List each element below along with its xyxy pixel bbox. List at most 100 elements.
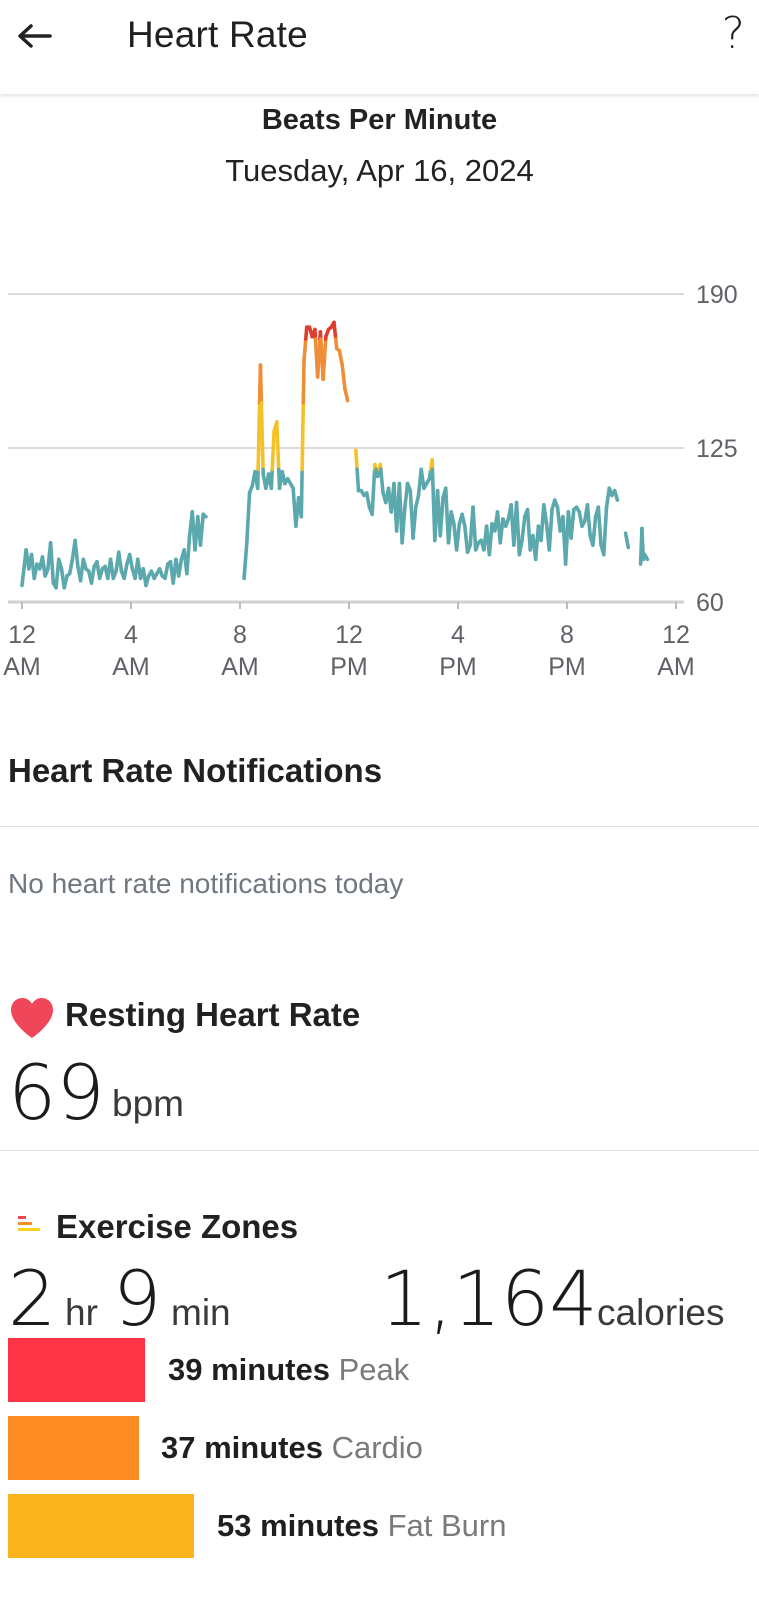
x-tick-label: 8 [560,621,574,649]
heart-rate-line-segment [370,467,377,517]
heart-rate-line-segment [449,510,456,526]
heart-rate-line-segment [514,500,522,557]
heart-rate-line-segment [364,491,372,510]
heart-rate-line-segment [454,522,462,552]
heart-rate-line-segment [411,505,418,540]
heart-rate-line-segment [89,564,97,585]
zone-minutes-peak: 39 minutes [168,1352,330,1387]
heart-rate-line-segment [419,467,426,491]
zone-name-cardio: Cardio [331,1430,423,1465]
zone-row-peak: 39 minutes Peak [0,1338,759,1402]
x-tick-label: 4 [124,621,138,649]
zones-calories-value: 1,164 [380,1254,598,1343]
zones-hours-unit: hr [65,1292,98,1333]
zone-minutes-fat-burn: 53 minutes [217,1508,379,1543]
heart-rate-line-segment [256,401,262,472]
heart-rate-line-segment [644,555,650,562]
heart-rate-line-segment [337,349,344,367]
heart-rate-line-segment [301,358,306,405]
heart-rate-line-segment [245,491,252,545]
heart-rate-line-segment [259,401,265,472]
x-tick-label: 12 [662,621,690,649]
heart-rate-line-segment [542,503,549,526]
heart-rate-line-segment [343,386,350,403]
heart-rate-line-segment [274,420,281,472]
heart-rate-line-segment [378,467,385,495]
zone-bar-cardio [8,1416,139,1480]
y-tick-label: 190 [696,281,738,309]
zones-hours-value: 2 [8,1254,57,1343]
zone-label-peak: 39 minutes Peak [168,1352,409,1388]
heart-rate-line-segment [201,512,208,519]
y-tick-label: 60 [696,589,724,617]
heart-rate-line-segment [270,429,276,472]
heart-rate-line-segment [520,514,527,543]
heart-rate-line-segment [591,514,598,547]
heart-rate-line-segment [498,517,505,545]
resting-heart-rate-title: Resting Heart Rate [65,996,361,1033]
zones-minutes-unit: min [171,1292,231,1333]
divider [0,1150,759,1151]
x-tick-label: 12 [335,621,363,649]
notifications-title: Heart Rate Notifications [8,752,383,789]
page-title: Heart Rate [127,14,308,55]
heart-rate-line-segment [340,363,347,391]
heart-rate-line-segment [67,557,75,576]
divider [0,826,759,827]
chart-date: Tuesday, Apr 16, 2024 [225,153,534,188]
x-tick-label: AM [112,653,150,681]
heart-rate-line-segment [242,540,249,581]
heart-rate-line-segment [355,467,361,493]
heart-rate-line-segment [299,467,304,519]
zone-name-peak: Peak [338,1352,410,1387]
heart-rate-line-segment [585,503,592,538]
heart-rate-line-segment [403,481,410,510]
x-tick-label: PM [330,653,368,681]
help-button[interactable]: ? [721,8,745,59]
heart-rate-line-segment [596,505,603,547]
x-tick-label: 12 [8,621,36,649]
heart-rate-line-segment [300,401,306,472]
back-button[interactable] [10,14,58,62]
heart-rate-line-segment [601,505,609,557]
zone-bar-fat-burn [8,1494,194,1558]
zone-label-cardio: 37 minutes Cardio [161,1430,423,1466]
resting-heart-rate-value: 69 [8,1048,105,1137]
heart-rate-line-segment [122,562,129,581]
heart-rate-line-segment [185,533,192,576]
heart-rate-line-segment [413,493,421,510]
arrow-left-icon [18,24,52,48]
zone-row-cardio: 37 minutes Cardio [0,1416,759,1480]
heart-rate-line-segment [623,531,631,550]
notifications-empty-text: No heart rate notifications today [8,868,404,899]
heart-rate-line-segment [487,522,494,557]
x-tick-label: 4 [451,621,465,649]
resting-heart-rate-unit: bpm [112,1083,184,1124]
zone-minutes-cardio: 37 minutes [161,1430,323,1465]
heart-icon [11,998,53,1038]
x-tick-label: AM [657,653,695,681]
zone-bar-peak [8,1338,145,1402]
heart-rate-line-segment [332,320,338,341]
heart-rate-line-segment [303,325,309,341]
app-bar: Heart Rate ? [0,0,759,94]
heart-rate-line-segment [612,488,620,502]
heart-rate-line-segment [463,524,470,555]
x-tick-label: PM [439,653,477,681]
x-tick-label: AM [3,653,41,681]
heart-rate-line-segment [163,562,170,581]
zone-label-fat-burn: 53 minutes Fat Burn [217,1508,506,1544]
heart-rate-line-segment [517,538,524,557]
heart-rate-line-segment [127,552,135,571]
heart-rate-line-segment [471,505,478,552]
heart-rate-line-segment [269,467,275,491]
exercise-zones-title: Exercise Zones [56,1208,299,1245]
heart-rate-line-segment [354,448,359,472]
y-tick-label: 125 [696,435,738,463]
x-tick-label: 8 [233,621,247,649]
zones-bars-icon [18,1216,40,1231]
zone-row-fat-burn: 53 minutes Fat Burn [0,1494,759,1558]
heart-rate-line-segment [116,550,124,574]
heart-rate-line-segment [400,505,407,545]
